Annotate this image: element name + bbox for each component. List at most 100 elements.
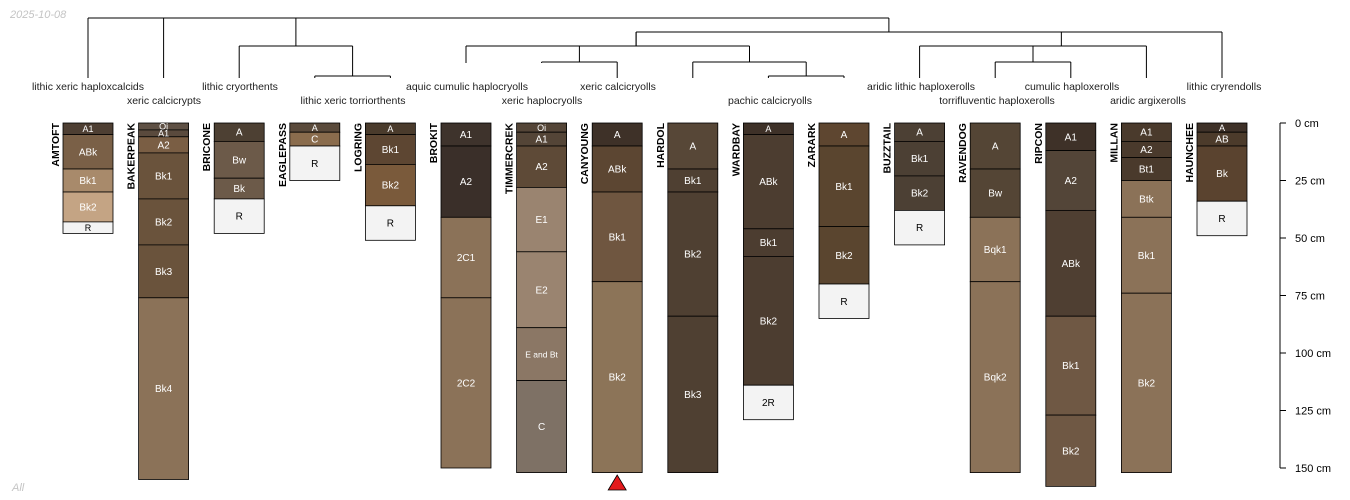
date-stamp: 2025-10-08 [10,9,67,21]
horizon-label: Bk1 [155,171,173,182]
horizon-block [364,134,416,165]
horizon-block [894,175,945,211]
horizon-label: Bk1 [1062,361,1080,372]
horizon-label: Bk3 [684,390,702,401]
horizon-block [591,281,643,474]
horizon-label: ABk [608,165,627,176]
horizon-label: Bk [1216,169,1229,180]
horizon-label: Bk2 [684,250,702,261]
horizon-label: Bk [233,184,246,195]
taxonomy-label: lithic xeric haploxcalcids [32,81,144,93]
profile-name: EAGLEPASS [277,123,289,187]
soil-profile-millan: A1 A2 Bt1 Btk Bk1 Bk2 MILLAN [1108,122,1172,474]
horizon-label: R [916,223,923,234]
profile-name: RIPCON [1033,123,1045,164]
horizon-label: A1 [535,135,548,146]
horizon-label: E and Bt [525,350,558,360]
horizon-label: Bk1 [609,232,627,243]
horizon-label: A2 [535,162,548,173]
horizon-block [1121,292,1172,474]
horizon-block [743,134,794,230]
profile-name: LOGRING [352,123,364,172]
horizon-label: A1 [82,124,93,134]
horizon-block [516,251,567,329]
soil-profile-brokit: A1 A2 2C1 2C2 BROKIT [428,122,492,469]
horizon-label: Bk2 [1062,446,1080,457]
depth-tick-label: 100 cm [1295,348,1331,360]
horizon-label: Bk2 [79,202,97,213]
horizon-block [516,145,567,188]
horizon-label: A [614,130,621,141]
dendrogram-labels: lithic xeric haploxcalcids xeric calcicry… [32,81,1261,107]
horizon-block [1121,216,1172,294]
horizon-label: Bk1 [911,154,929,165]
profile-name: RAVENDOG [957,123,969,183]
horizon-block [667,191,719,317]
horizon-label: R [1218,214,1225,225]
horizon-label: Bk2 [382,181,400,192]
horizon-block [743,255,794,386]
profile-name: BRICONE [201,123,213,171]
depth-tick-label: 75 cm [1295,291,1325,303]
profile-name: HAUNCHEE [1184,123,1196,183]
dendrogram [87,17,1223,78]
horizon-label: A1 [158,129,169,139]
horizon-block [1045,150,1097,211]
horizon-block [1196,145,1248,202]
horizon-label: Bk1 [382,145,400,156]
taxonomy-label: lithic xeric torriorthents [300,95,405,107]
horizon-label: Bqk1 [984,245,1007,256]
depth-tick-label: 150 cm [1295,463,1331,475]
horizon-block [743,228,794,257]
horizon-label: Bk2 [911,189,929,200]
profile-name: MILLAN [1108,123,1120,163]
horizon-block [894,140,945,177]
horizon-block [969,122,1021,170]
soil-profile-ravendog: A Bw Bqk1 Bqk2 RAVENDOG [957,122,1021,474]
horizon-label: A [236,128,243,139]
horizon-block [62,221,114,234]
profile-name: CANYOUNG [579,123,591,184]
profile-name: WARDBAY [730,123,742,176]
horizon-label: Bk2 [760,316,778,327]
horizon-block [1045,414,1097,487]
horizon-label: Bk2 [835,251,853,262]
horizon-label: A2 [1140,145,1153,156]
profile-name: BROKIT [428,122,440,163]
horizon-label: Btk [1139,194,1154,205]
horizon-block [516,186,567,253]
taxonomy-label: xeric haplocryolls [502,95,583,107]
depth-tick-label: 0 cm [1295,118,1319,130]
horizon-block [364,205,416,241]
profile-name: AMTOFT [50,122,62,166]
horizon-label: 2R [762,398,775,409]
horizon-label: Bqk2 [984,373,1007,384]
horizon-label: Bw [232,155,247,166]
soil-profile-ripcon: A1 A2 ABk Bk1 Bk2 RIPCON [1033,122,1097,487]
soil-profile-amtoft: A1 ABk Bk1 Bk2 R AMTOFT [50,122,114,234]
horizon-label: A1 [1140,128,1153,139]
horizon-block [213,198,265,234]
profile-name: BAKERPEAK [126,123,138,190]
taxonomy-label: aridic argixerolls [1110,95,1186,107]
profile-name: BUZZTAIL [882,122,894,173]
horizon-label: A1 [1065,132,1078,143]
depth-tick-label: 25 cm [1295,176,1325,188]
horizon-block [969,281,1021,474]
subset-label: All [12,482,25,494]
horizon-label: Bk4 [155,384,173,395]
horizon-label: C [311,135,318,146]
horizon-label: 2C2 [457,378,476,389]
taxonomy-label: xeric calcicryolls [580,81,656,93]
horizon-block [138,152,190,200]
horizon-label: A2 [1065,176,1078,187]
taxonomy-label: torrifluventic haploxerolls [939,95,1055,107]
horizon-label: Bk2 [1138,378,1156,389]
horizon-label: R [236,212,243,223]
soil-profile-canyoung: A ABk Bk1 Bk2 CANYOUNG [579,122,643,474]
horizon-label: Bk2 [155,217,173,228]
soil-profile-bricone: A Bw Bk R BRICONE [201,122,265,234]
profile-name: ZARARK [806,123,818,168]
depth-axis: 0 cm 25 cm 50 cm 75 cm 100 cm 125 cm 150 cm [1279,118,1331,475]
